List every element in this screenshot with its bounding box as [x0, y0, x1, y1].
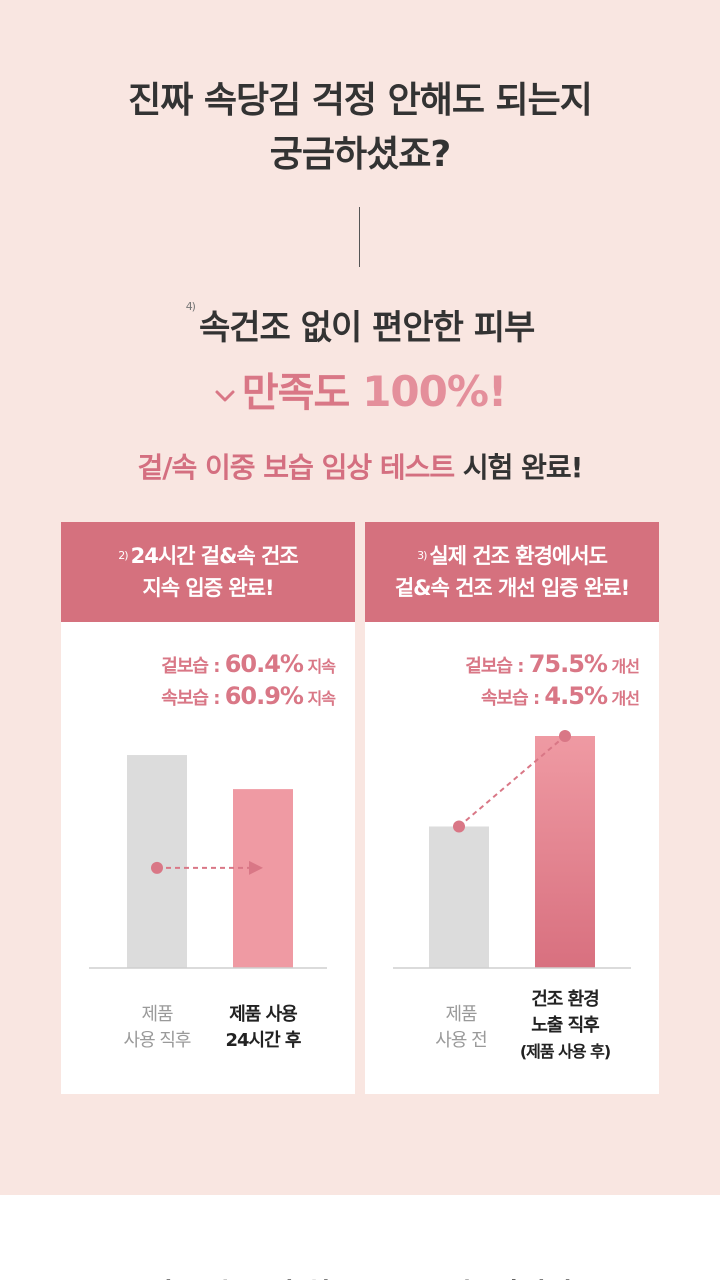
bar — [233, 789, 293, 968]
stat-label: 겉보습 : — [161, 656, 225, 677]
footnote-marker: 2) — [118, 549, 128, 562]
x-tick-line: 사용 직후 — [123, 1030, 192, 1051]
trend-point — [151, 861, 163, 874]
footnote-marker: 4) — [185, 300, 196, 313]
stat-inner-moisture: 속보습 : 60.9% 지속 — [161, 682, 336, 710]
panel-title-line-1: 24시간 겉&속 건조 — [130, 544, 299, 568]
panel-title-line-1: 실제 건조 환경에서도 — [429, 544, 608, 568]
trend-point — [559, 730, 571, 742]
stat-label: 겉보습 : — [465, 656, 529, 677]
stat-suffix: 개선 — [606, 657, 640, 676]
headline-line-2: 궁금하셨죠? — [269, 134, 451, 175]
x-tick-label: 제품 사용 전 — [401, 1002, 521, 1054]
x-tick-line: (제품 사용 후) — [519, 1042, 611, 1061]
stat-outer-moisture: 겉보습 : 60.4% 지속 — [161, 650, 336, 678]
satisfaction-label: 만족도 — [241, 370, 350, 416]
panel-title-line-2: 겉&속 건조 개선 입증 완료! — [394, 576, 630, 600]
x-tick-line: 건조 환경 — [531, 989, 600, 1010]
bar — [429, 826, 489, 968]
bar — [535, 736, 595, 968]
vertical-divider — [359, 207, 360, 267]
chart-panel-dry-env: 3) 실제 건조 환경에서도 겉&속 건조 개선 입증 완료! 겉보습 : 75.… — [365, 522, 659, 1094]
stat-value: 60.9% — [224, 682, 304, 710]
x-tick-line: 제품 — [445, 1004, 477, 1025]
satisfaction-line: 만족도 100%! — [0, 360, 720, 418]
x-tick-line: 제품 — [141, 1004, 173, 1025]
sub-headline: 4)속건조 없이 편안한 피부 — [0, 300, 720, 349]
stat-label: 속보습 : — [161, 688, 225, 709]
stat-outer-moisture: 겉보습 : 75.5% 개선 — [465, 650, 640, 678]
x-tick-line: 사용 전 — [435, 1030, 487, 1051]
clinical-test-highlight: 겉/속 이중 보습 임상 테스트 — [137, 451, 456, 484]
next-section-title: 피부 속부터 차오르는 보습 입니다 — [0, 1270, 720, 1280]
check-icon — [215, 390, 235, 402]
page-headline: 진짜 속당김 걱정 안해도 되는지 궁금하셨죠? — [0, 74, 720, 182]
stat-suffix: 개선 — [606, 689, 640, 708]
sub-headline-text: 속건조 없이 편안한 피부 — [198, 308, 535, 348]
x-tick-line: 24시간 후 — [225, 1030, 302, 1051]
trend-arrowhead — [249, 860, 263, 875]
stat-value: 4.5% — [544, 682, 608, 710]
panel-header: 3) 실제 건조 환경에서도 겉&속 건조 개선 입증 완료! — [365, 522, 659, 622]
stat-value: 60.4% — [224, 650, 304, 678]
stat-suffix: 지속 — [302, 689, 336, 708]
bar-chart-24h — [89, 755, 327, 969]
panel-title-line-2: 지속 입증 완료! — [142, 576, 274, 600]
stat-label: 속보습 : — [481, 688, 545, 709]
x-tick-line: 노출 직후 — [531, 1015, 600, 1036]
stat-value: 75.5% — [528, 650, 608, 678]
stat-inner-moisture: 속보습 : 4.5% 개선 — [481, 682, 640, 710]
satisfaction-value: 100%! — [362, 367, 507, 416]
headline-line-1: 진짜 속당김 걱정 안해도 되는지 — [128, 80, 593, 121]
bar — [127, 755, 187, 968]
panel-header: 2) 24시간 겉&속 건조 지속 입증 완료! — [61, 522, 355, 622]
x-tick-line: 제품 사용 — [229, 1004, 298, 1025]
next-section-peek: 피부 속부터 차오르는 보습 입니다 — [0, 1262, 720, 1280]
trend-point — [453, 820, 465, 833]
footnote-marker: 3) — [417, 549, 427, 562]
stat-suffix: 지속 — [302, 657, 336, 676]
x-tick-label: 건조 환경 노출 직후 (제품 사용 후) — [495, 987, 635, 1065]
x-tick-label: 제품 사용 직후 — [97, 1002, 217, 1054]
chart-panel-24h: 2) 24시간 겉&속 건조 지속 입증 완료! 겉보습 : 60.4% 지속 속… — [61, 522, 355, 1094]
clinical-test-rest: 시험 완료! — [462, 451, 584, 484]
x-tick-label: 제품 사용 24시간 후 — [201, 1002, 325, 1054]
bar-chart-dry-env — [393, 730, 631, 969]
clinical-test-line: 겉/속 이중 보습 임상 테스트 시험 완료! — [0, 446, 720, 486]
